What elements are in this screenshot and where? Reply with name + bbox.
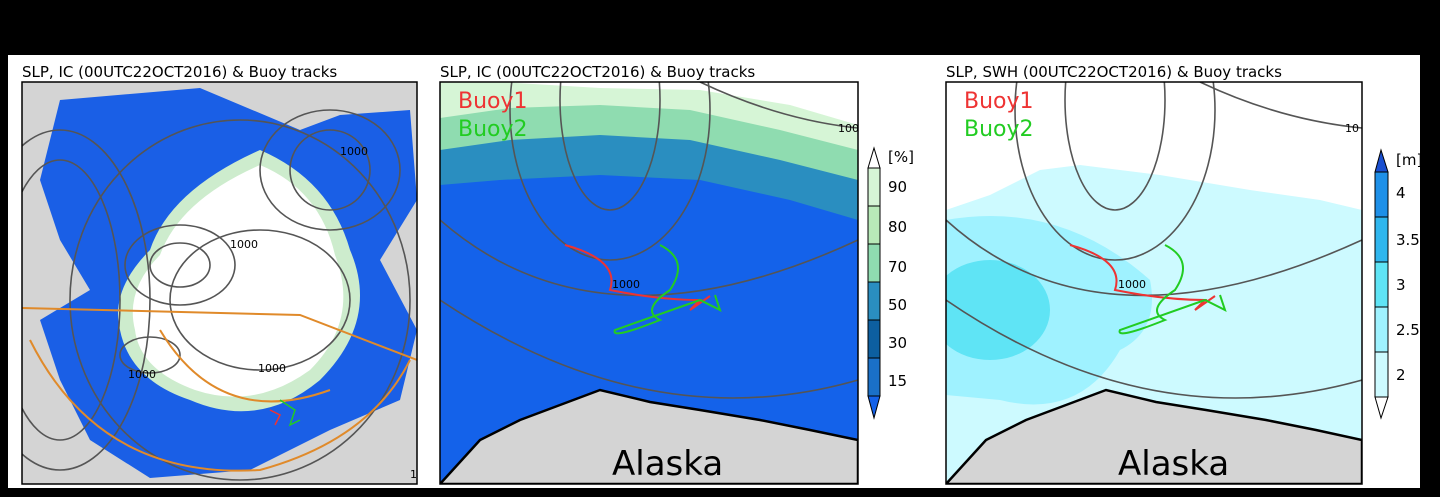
contour-label: 1000 bbox=[230, 238, 258, 251]
place-label: Alaska bbox=[612, 444, 723, 484]
colorbar-tick-label: 30 bbox=[888, 334, 907, 352]
panel-frame bbox=[945, 81, 1363, 485]
colorbar-tick-label: 80 bbox=[888, 218, 907, 236]
panel-title: SLP, IC (00UTC22OCT2016) & Buoy tracks bbox=[440, 63, 755, 81]
panel-title: SLP, IC (00UTC22OCT2016) & Buoy tracks bbox=[22, 63, 337, 81]
contour-label: 100 bbox=[838, 122, 859, 135]
legend-entry: Buoy2 bbox=[964, 117, 1034, 142]
panel-title: SLP, SWH (00UTC22OCT2016) & Buoy tracks bbox=[946, 63, 1282, 81]
contour-label: 1000 bbox=[612, 278, 640, 291]
map-panel: Buoy1 Buoy2 1000 10 Alaska bbox=[946, 82, 1362, 484]
colorbar-tick-label: 4 bbox=[1396, 184, 1406, 202]
colorbar-tick-label: 70 bbox=[888, 258, 907, 276]
contour-label: 1000 bbox=[128, 368, 156, 381]
colorbar-tick-label: 3.5 bbox=[1396, 231, 1420, 249]
colorbar-tick-label: 3 bbox=[1396, 276, 1406, 294]
place-label: Alaska bbox=[1118, 444, 1229, 484]
colorbar-unit: [m] bbox=[1396, 151, 1422, 169]
map-panel: 1000 1000 1000 1000 1 bbox=[22, 82, 417, 484]
contour-label: 1000 bbox=[340, 145, 368, 158]
map-panel: Buoy1 Buoy2 1000 100 Alaska bbox=[440, 82, 859, 484]
panel-frame bbox=[439, 81, 859, 485]
legend-entry: Buoy1 bbox=[964, 89, 1034, 114]
legend-entry: Buoy2 bbox=[458, 117, 528, 142]
contour-label: 1 bbox=[410, 468, 417, 481]
colorbar-tick-label: 90 bbox=[888, 178, 907, 196]
colorbar-tick-label: 15 bbox=[888, 372, 907, 390]
contour-label: 1000 bbox=[1118, 278, 1146, 291]
panel-frame bbox=[21, 81, 418, 485]
contour-label: 1000 bbox=[258, 362, 286, 375]
colorbar bbox=[1374, 148, 1389, 420]
colorbar-unit: [%] bbox=[888, 148, 914, 166]
legend-entry: Buoy1 bbox=[458, 89, 528, 114]
colorbar bbox=[867, 146, 881, 420]
colorbar-tick-label: 2.5 bbox=[1396, 321, 1420, 339]
colorbar-tick-label: 2 bbox=[1396, 366, 1406, 384]
colorbar-tick-label: 50 bbox=[888, 296, 907, 314]
contour-label: 10 bbox=[1345, 122, 1359, 135]
